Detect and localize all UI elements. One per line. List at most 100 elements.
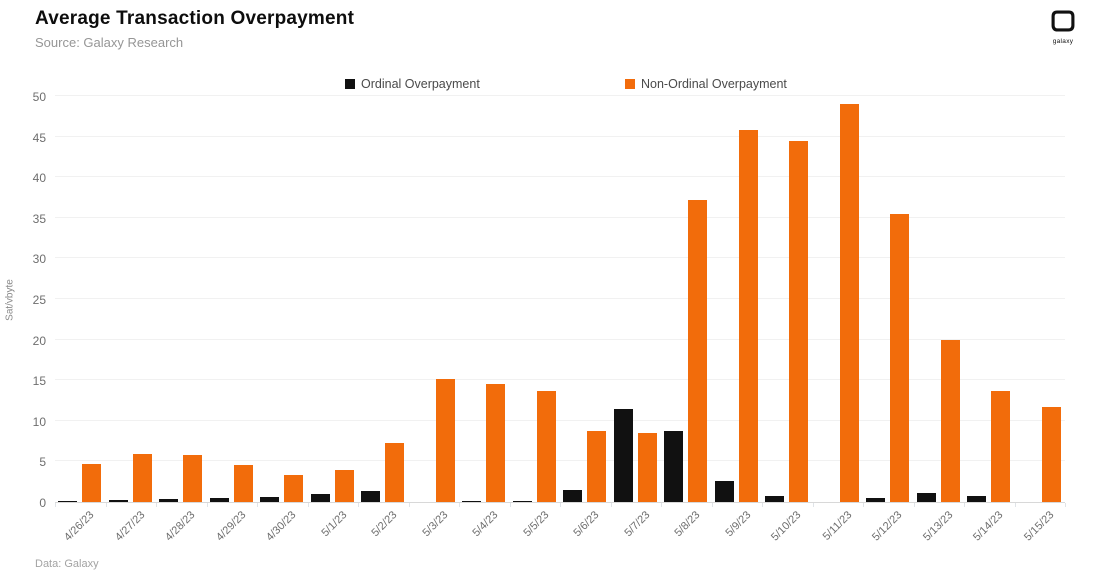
x-axis-tick — [812, 503, 814, 507]
x-axis-tick — [913, 503, 915, 507]
bar-non-ordinal-5/1/23 — [334, 469, 354, 502]
y-tick-label: 40 — [32, 171, 46, 186]
bar-ordinal-4/30/23 — [260, 497, 279, 502]
page-title: Average Transaction Overpayment — [35, 8, 355, 29]
gridline-5 — [55, 460, 1065, 462]
legend-item-non-ordinal: Non-Ordinal Overpayment — [625, 77, 787, 91]
y-tick-label: 45 — [32, 130, 46, 145]
bar-ordinal-4/29/23 — [209, 497, 229, 502]
bar-non-ordinal-4/27/23 — [132, 454, 152, 502]
x-axis-tick — [711, 503, 713, 507]
x-axis-tick — [1065, 503, 1066, 507]
bar-non-ordinal-5/13/23 — [940, 339, 960, 502]
x-axis-tick — [762, 503, 763, 507]
bar-ordinal-5/9/23 — [714, 480, 734, 502]
bar-ordinal-5/14/23 — [967, 495, 986, 502]
bar-non-ordinal-4/26/23 — [82, 463, 101, 502]
x-tick-label: 4/30/23 — [264, 509, 299, 544]
x-tick-label: 5/1/23 — [319, 509, 350, 540]
bar-non-ordinal-5/4/23 — [486, 384, 505, 502]
bar-ordinal-5/7/23 — [613, 409, 633, 502]
bar-non-ordinal-5/10/23 — [789, 140, 808, 502]
legend-label-ordinal: Ordinal Overpayment — [361, 77, 480, 91]
x-axis-tick — [408, 503, 410, 507]
bar-ordinal-5/4/23 — [462, 500, 481, 502]
y-tick-label: 50 — [32, 90, 46, 104]
x-tick-label: 5/9/23 — [723, 509, 754, 540]
legend-swatch-non-ordinal — [625, 79, 635, 89]
gridline-35 — [55, 216, 1065, 218]
legend-item-ordinal: Ordinal Overpayment — [345, 77, 480, 91]
x-tick-label: 5/3/23 — [420, 509, 451, 540]
x-tick-label: 4/26/23 — [62, 509, 97, 544]
x-tick-label: 5/11/23 — [820, 509, 855, 543]
x-tick-label: 4/27/23 — [112, 509, 148, 544]
y-tick-label: 20 — [32, 333, 46, 348]
x-tick-label: 5/4/23 — [470, 509, 501, 540]
galaxy-logo-label: galaxy — [1052, 38, 1074, 45]
gridline-25 — [55, 298, 1065, 299]
x-axis-tick — [610, 503, 612, 507]
x-tick-label: 5/13/23 — [920, 509, 956, 544]
bar-non-ordinal-4/28/23 — [183, 454, 202, 502]
x-tick-label: 4/28/23 — [163, 509, 198, 544]
y-axis-ticks: 0 5 10 15 20 25 30 35 40 45 50 — [0, 90, 46, 510]
x-tick-label: 5/2/23 — [369, 509, 400, 540]
chart-subtitle: Source: Galaxy Research — [35, 35, 184, 50]
chart-header: Average Transaction Overpayment Source: … — [35, 8, 354, 50]
bar-ordinal-4/26/23 — [58, 501, 77, 502]
x-axis-tick — [307, 503, 309, 507]
x-tick-label: 5/5/23 — [521, 509, 552, 540]
x-axis-tick — [509, 503, 511, 507]
gridline-20 — [55, 338, 1065, 340]
bar-non-ordinal-5/15/23 — [1041, 407, 1061, 502]
bar-non-ordinal-5/9/23 — [738, 130, 758, 502]
y-tick-label: 30 — [32, 252, 46, 267]
y-tick-label: 25 — [32, 293, 46, 307]
galaxy-logo: galaxy — [1040, 10, 1086, 45]
bar-non-ordinal-4/30/23 — [284, 475, 303, 502]
x-axis-tick — [964, 503, 965, 507]
bar-non-ordinal-5/7/23 — [637, 432, 657, 502]
x-axis-tick — [459, 503, 460, 507]
y-tick-label: 35 — [32, 211, 46, 226]
bar-ordinal-5/6/23 — [563, 489, 582, 502]
bar-non-ordinal-5/6/23 — [587, 430, 606, 502]
x-tick-label: 5/14/23 — [971, 509, 1006, 544]
data-source-note: Data: Galaxy — [35, 558, 99, 570]
x-axis-tick — [156, 503, 157, 507]
x-axis-tick — [661, 503, 662, 507]
bar-non-ordinal-5/12/23 — [890, 213, 909, 502]
bar-ordinal-5/2/23 — [361, 491, 380, 502]
x-axis-tick — [1014, 503, 1016, 507]
x-axis-tick — [863, 503, 864, 507]
x-axis-tick — [257, 503, 258, 507]
x-axis-tick — [206, 503, 208, 507]
bar-non-ordinal-5/2/23 — [385, 442, 404, 502]
bar-ordinal-5/10/23 — [765, 495, 784, 502]
gridline-40 — [55, 176, 1065, 178]
gridline-50 — [55, 95, 1065, 96]
x-axis-labels: 4/26/23 4/27/23 4/28/23 4/29/23 4/30/23 5/1/2… — [55, 507, 1065, 567]
bar-non-ordinal-4/29/23 — [233, 464, 253, 502]
plot-area — [55, 95, 1066, 507]
bar-ordinal-5/13/23 — [916, 493, 936, 502]
y-tick-label: 5 — [39, 455, 46, 470]
bar-non-ordinal-5/11/23 — [839, 104, 859, 502]
y-tick-label: 0 — [39, 496, 46, 510]
x-tick-label: 5/6/23 — [571, 509, 602, 540]
galaxy-logo-icon — [1051, 10, 1075, 32]
bar-ordinal-5/5/23 — [512, 500, 532, 502]
x-tick-label: 5/7/23 — [622, 509, 653, 540]
x-tick-label: 5/8/23 — [672, 509, 703, 540]
x-axis-tick — [105, 503, 107, 507]
gridline-15 — [55, 379, 1065, 381]
y-tick-label: 15 — [32, 374, 46, 389]
legend-label-non-ordinal: Non-Ordinal Overpayment — [641, 77, 787, 91]
bar-non-ordinal-5/3/23 — [435, 379, 455, 502]
bar-ordinal-5/8/23 — [664, 431, 683, 502]
x-tick-label: 5/12/23 — [870, 509, 905, 544]
x-axis-tick — [560, 503, 561, 507]
x-axis-tick — [358, 503, 359, 507]
